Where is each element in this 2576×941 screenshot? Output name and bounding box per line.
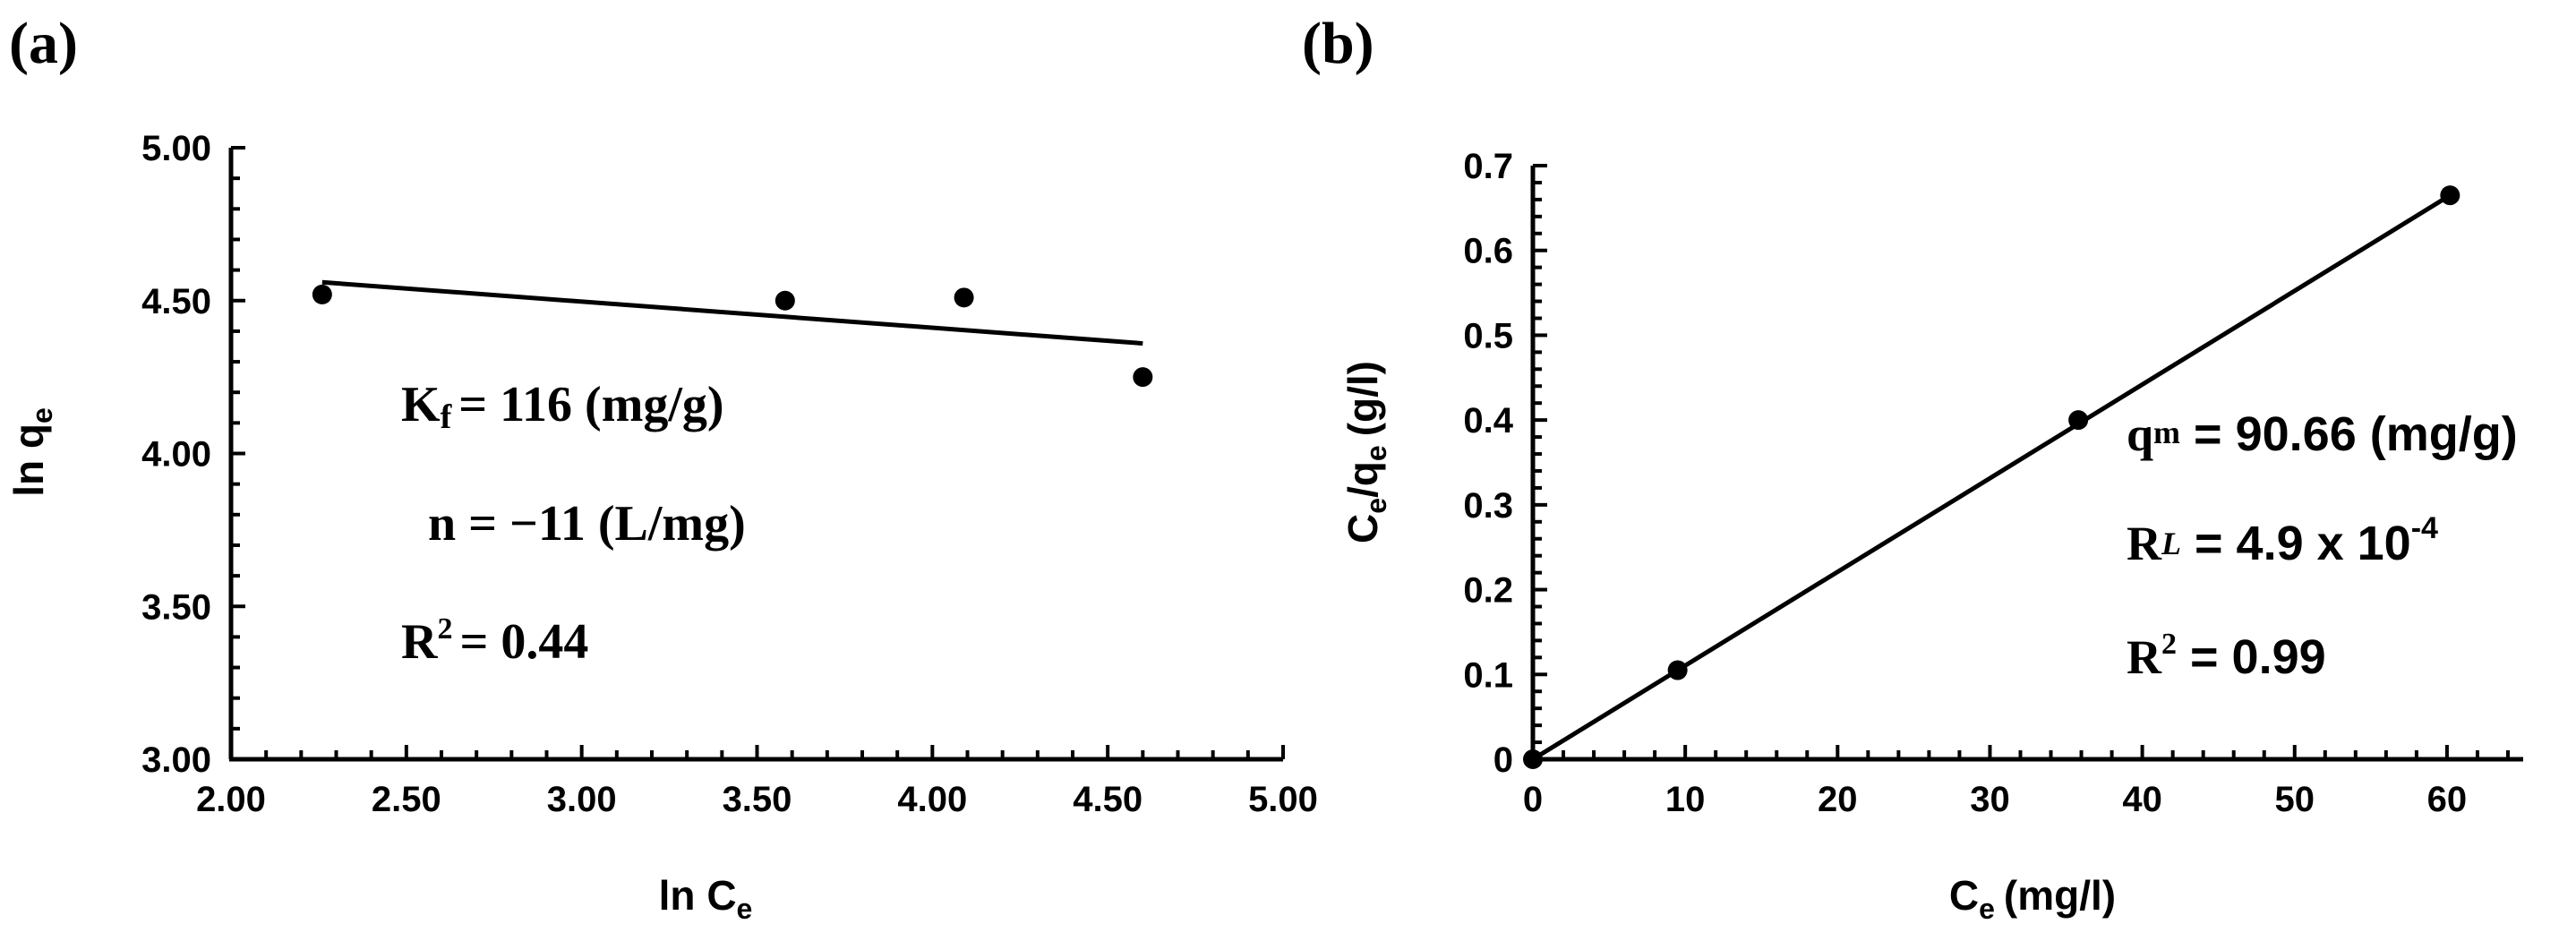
x-tick-label: 5.00: [1248, 780, 1318, 819]
y-tick-label: 0.5: [1463, 316, 1513, 355]
x-tick-label: 4.50: [1073, 780, 1143, 819]
y-tick-label: 0: [1493, 740, 1513, 780]
x-tick-label: 2.50: [372, 780, 441, 819]
panel-b-x-axis-title: Ce (mg/l): [1949, 872, 2116, 925]
panel-a-y-ticks: 3.00 3.50 4.00 4.50 5.00: [141, 129, 245, 780]
y-tick-label: 5.00: [141, 129, 211, 168]
data-point: [1133, 367, 1153, 388]
panel-a-points: [312, 284, 1153, 388]
panel-b-points: [1523, 185, 2460, 769]
panel-a-fit: [321, 279, 1143, 346]
panel-a-n-annotation: n = −11 (L/mg): [428, 496, 746, 552]
data-point: [1523, 749, 1543, 769]
y-tick-label: 0.3: [1463, 486, 1513, 526]
x-tick-label: 20: [1818, 780, 1858, 819]
y-tick-label: 0.4: [1463, 401, 1513, 441]
panel-b-label: (b): [1302, 11, 1374, 76]
panel-b-qm-annotation: qm = 90.66 (mg/g): [2127, 407, 2518, 461]
panel-b-r2-annotation: R2 = 0.99: [2127, 628, 2326, 684]
panel-a-kf-annotation: Kf = 116 (mg/g): [401, 377, 724, 436]
x-tick-label: 3.50: [723, 780, 792, 819]
x-tick-label: 0: [1523, 780, 1543, 819]
y-tick-label: 4.00: [141, 435, 211, 475]
panel-b-y-ticks: 0 0.1 0.2 0.3 0.4 0.5 0.6 0.7: [1463, 147, 1547, 780]
fit-line: [321, 279, 1143, 346]
y-tick-label: 0.6: [1463, 232, 1513, 271]
data-point: [2068, 410, 2089, 431]
x-tick-label: 40: [2122, 780, 2162, 819]
panel-a-r2-annotation: R2 = 0.44: [401, 612, 588, 670]
panel-a-x-axis-title: ln Ce: [659, 872, 753, 925]
panel-b: (b) 0 10 20 30 40 50 60 0 0.1 0.2 0.3 0.4 0.5 0.6 0.7…: [1302, 11, 2523, 925]
panel-b-x-ticks: 0 10 20 30 40 50 60: [1523, 745, 2510, 819]
x-tick-label: 60: [2427, 780, 2468, 819]
x-tick-label: 2.00: [196, 780, 266, 819]
data-point: [312, 284, 332, 304]
y-tick-label: 3.00: [141, 740, 211, 780]
x-tick-label: 50: [2275, 780, 2315, 819]
y-tick-label: 4.50: [141, 282, 211, 321]
x-tick-label: 10: [1665, 780, 1706, 819]
panel-a-x-ticks: 2.00 2.50 3.00 3.50 4.00 4.50 5.00: [196, 745, 1318, 819]
x-tick-label: 3.00: [547, 780, 617, 819]
panel-b-y-axis-title: Ce/qe(g/l): [1339, 361, 1392, 543]
y-tick-label: 0.7: [1463, 147, 1513, 186]
panel-b-rl-annotation: RL = 4.9 x 10-4: [2127, 511, 2438, 570]
data-point: [775, 290, 795, 311]
x-tick-label: 30: [1970, 780, 2010, 819]
data-point: [954, 287, 974, 308]
data-point: [2440, 185, 2460, 206]
data-point: [1667, 660, 1688, 680]
y-tick-label: 0.2: [1463, 571, 1513, 611]
y-tick-label: 3.50: [141, 587, 211, 627]
panel-a-label: (a): [9, 11, 78, 76]
y-tick-label: 0.1: [1463, 655, 1513, 695]
panel-a: (a) 2.00 2.50 3.00 3.50 4.00 4.50 5.00 3.00 3.5…: [5, 11, 1318, 925]
panel-a-y-axis-title: ln qe: [5, 407, 58, 497]
x-tick-label: 4.00: [897, 780, 967, 819]
